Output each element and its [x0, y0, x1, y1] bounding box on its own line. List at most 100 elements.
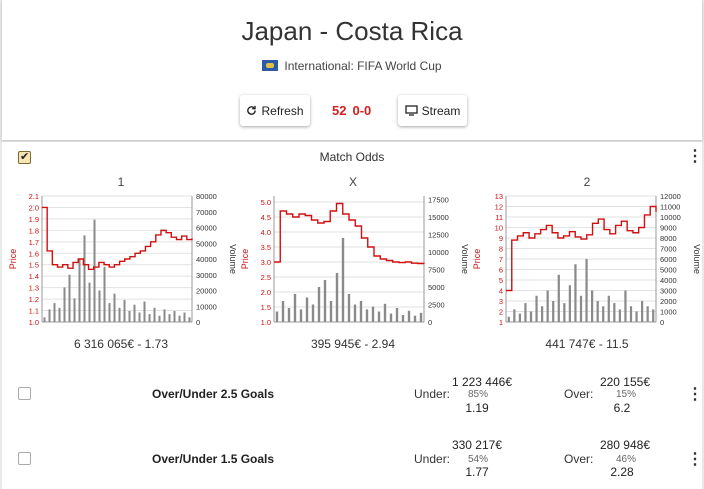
price-volume-chart-1: 1.0 1.1 1.2 1.3 1.4 1.5 1.6 1.7 1.8 1.9 2.0 2.1 0 100…	[8, 192, 236, 327]
ou25-under-pct: 85%	[468, 389, 489, 400]
ou15-over-pct: 46%	[616, 454, 637, 465]
volume-bar	[641, 301, 644, 322]
volume-bar	[299, 309, 303, 322]
chart-label-2: 2	[583, 175, 591, 189]
volume-bar	[128, 310, 131, 322]
volume-bar	[365, 309, 369, 322]
volume-bar	[419, 312, 423, 322]
price-tick-label: 1.4	[29, 272, 39, 281]
volume-bar	[188, 317, 191, 322]
ou25-checkbox[interactable]	[18, 387, 31, 400]
price-tick-label: 3	[499, 297, 503, 306]
volume-bar	[323, 280, 327, 322]
volume-bar	[389, 313, 393, 322]
volume-bar	[163, 309, 166, 322]
volume-bar	[138, 312, 141, 322]
price-axis-title: Price	[240, 249, 250, 270]
match-status: 52 0-0	[332, 103, 377, 118]
volume-tick-label: 11000	[660, 203, 680, 212]
refresh-label: Refresh	[261, 103, 304, 118]
volume-bar	[557, 274, 560, 322]
volume-bar	[317, 287, 321, 322]
volume-bar	[591, 290, 594, 322]
ou15-over-price[interactable]: 2.28	[610, 465, 634, 479]
ou15-under-price[interactable]: 1.77	[465, 465, 489, 479]
price-tick-label: 5.0	[261, 198, 271, 207]
volume-tick-label: 12000	[660, 192, 681, 201]
volume-axis-title: Volume	[228, 244, 236, 274]
volume-tick-label: 9000	[660, 224, 677, 233]
volume-tick-label: 40000	[196, 255, 217, 264]
ou25-under-volume: 1 223 446€	[451, 375, 512, 389]
volume-bar	[518, 313, 521, 322]
volume-bar	[607, 295, 610, 322]
volume-bar	[93, 219, 96, 322]
volume-tick-label: 10000	[428, 248, 449, 257]
volume-bar	[377, 311, 381, 322]
price-axis-title: Price	[8, 249, 18, 270]
volume-bar	[629, 306, 633, 322]
volume-bar	[148, 314, 151, 322]
ou25-over-label: Over:	[564, 387, 594, 401]
price-line	[42, 206, 193, 271]
volume-bar	[341, 238, 345, 322]
price-tick-label: 1.9	[29, 215, 39, 224]
price-tick-label: 1.0	[29, 318, 39, 327]
volume-bar	[305, 297, 309, 322]
volume-bar	[88, 282, 91, 322]
price-tick-label: 12	[495, 203, 503, 212]
price-tick-label: 10	[495, 224, 503, 233]
volume-bar	[563, 303, 566, 322]
volume-tick-label: 3000	[660, 287, 677, 296]
ou25-under-label: Under:	[414, 387, 451, 401]
match-score: 0-0	[352, 103, 372, 118]
volume-bar	[413, 315, 417, 322]
volume-tick-label: 5000	[660, 266, 677, 275]
price-tick-label: 9	[499, 234, 503, 243]
price-tick-label: 5	[499, 276, 503, 285]
volume-bar	[53, 303, 56, 322]
volume-bar	[371, 306, 375, 322]
chart-footer-1: 6 316 065€ - 1.73	[73, 337, 169, 351]
price-line	[274, 202, 425, 265]
ou15-over-label: Over:	[564, 452, 594, 466]
volume-bar	[113, 293, 116, 322]
match-odds-checkbox[interactable]	[18, 150, 31, 164]
chart-footer-x: 395 945€ - 2.94	[310, 337, 396, 351]
price-tick-label: 3.5	[261, 243, 271, 252]
refresh-icon	[247, 105, 257, 115]
volume-tick-label: 20000	[196, 287, 217, 296]
chart-label-1: 1	[117, 175, 125, 189]
ou15-checkbox[interactable]	[18, 452, 31, 465]
volume-tick-label: 7500	[428, 266, 445, 275]
price-axis-title: Price	[472, 249, 482, 270]
volume-bar	[652, 309, 655, 322]
volume-bar	[574, 264, 577, 322]
volume-axis-title: Volume	[692, 244, 700, 274]
volume-tick-label: 50000	[196, 239, 217, 248]
volume-tick-label: 10000	[196, 302, 217, 311]
price-tick-label: 4.5	[261, 213, 271, 222]
ou15-menu-icon[interactable]: ⋮	[687, 451, 703, 468]
ou15-under-label: Under:	[414, 452, 451, 466]
price-tick-label: 4.0	[261, 228, 271, 237]
match-odds-title: Match Odds	[319, 150, 385, 164]
ou25-menu-icon[interactable]: ⋮	[687, 386, 703, 403]
price-tick-label: 1.2	[29, 295, 39, 304]
ou25-over-price[interactable]: 6.2	[613, 401, 631, 415]
volume-axis-title: Volume	[460, 244, 468, 274]
ou25-under-price[interactable]: 1.19	[465, 401, 489, 415]
stream-button[interactable]: Stream	[398, 95, 467, 126]
volume-tick-label: 15000	[428, 213, 449, 222]
volume-bar	[335, 273, 339, 322]
match-header: Japan - Costa Rica International: FIFA W…	[2, 0, 702, 140]
volume-bar	[158, 315, 161, 322]
match-odds-menu-icon[interactable]: ⋮	[687, 148, 703, 165]
refresh-button[interactable]: Refresh	[240, 95, 310, 126]
competition-name: International: FIFA World Cup	[284, 59, 442, 73]
markets-panel: Match Odds ⋮ 1 X 2 1.0 1.1 1.2 1.3 1.4 1.5 1.6…	[2, 142, 703, 489]
volume-bar	[98, 290, 101, 322]
price-tick-label: 2	[499, 308, 503, 317]
ou15-over-volume: 280 948€	[599, 438, 650, 452]
price-tick-label: 2.1	[29, 192, 39, 201]
